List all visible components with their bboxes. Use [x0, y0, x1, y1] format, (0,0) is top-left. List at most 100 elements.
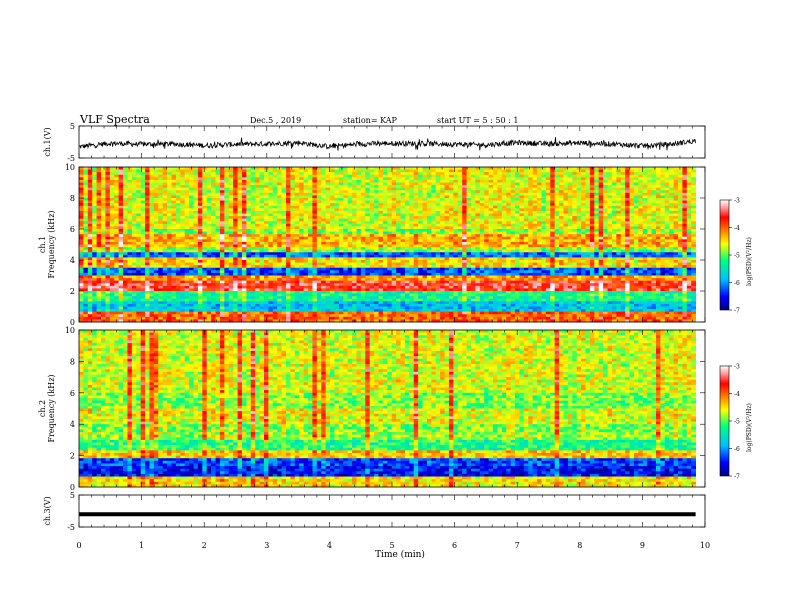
p-ch1spec-cell — [127, 182, 133, 186]
p-ch1spec-cell — [682, 226, 688, 230]
p-ch1spec-cell — [528, 218, 534, 222]
p-ch1spec-cell — [537, 208, 542, 212]
p-ch1spec-cell — [202, 252, 208, 256]
p-ch1spec-cell — [422, 247, 428, 251]
p-ch1spec-cell — [277, 254, 282, 258]
p-ch1spec-cell — [611, 218, 617, 222]
p-ch1spec-cell — [206, 247, 212, 251]
p-ch1spec-cell — [290, 254, 296, 258]
p-ch1spec-cell — [567, 223, 573, 227]
p-ch1spec-cell — [334, 239, 340, 243]
p-ch1spec-cell — [660, 226, 666, 230]
p-ch1spec-cell — [660, 244, 666, 248]
p-ch1spec-cell — [131, 198, 137, 201]
p-ch1spec-cell — [528, 177, 534, 181]
p-ch1spec-cell — [550, 172, 556, 176]
p-ch1spec-cell — [493, 221, 498, 225]
p-ch1spec-cell — [506, 172, 512, 176]
p-ch1spec-cell — [396, 254, 401, 258]
p-ch1spec-cell — [462, 244, 467, 248]
p-ch1spec-cell — [470, 231, 476, 235]
p-ch1spec-cell — [215, 254, 221, 258]
p-ch1spec-cell — [193, 190, 199, 194]
p-ch1spec-cell — [233, 177, 238, 181]
p-ch1spec-cell — [96, 249, 102, 253]
p-ch1spec-cell — [669, 231, 674, 235]
p-ch1spec-cell — [228, 241, 234, 245]
p-ch1spec-cell — [470, 252, 476, 256]
p-ch1spec-cell — [497, 213, 503, 217]
p-ch1spec-cell — [620, 252, 626, 256]
p-ch1spec-cell — [184, 254, 190, 258]
p-ch1spec-cell — [457, 185, 463, 189]
p-ch1spec-cell — [488, 187, 494, 191]
p-ch1spec-cell — [171, 234, 177, 238]
p-ch1spec-cell — [237, 177, 243, 181]
p-ch1spec-cell — [484, 172, 489, 176]
p-ch1spec-cell — [96, 239, 102, 243]
p-ch1spec-cell — [250, 179, 256, 183]
p-ch1spec-cell — [488, 205, 494, 209]
p-ch1spec-cell — [400, 226, 406, 230]
p-ch1spec-cell — [255, 198, 260, 201]
p-ch1spec-cell — [426, 172, 432, 176]
p-ch1spec-cell — [488, 241, 494, 245]
p-ch1spec-cell — [413, 218, 419, 222]
p-ch1spec-cell — [470, 244, 476, 248]
p-ch1spec-cell — [109, 226, 115, 230]
p-ch1spec-cell — [625, 216, 630, 220]
p-ch1spec-cell — [638, 247, 644, 251]
p-ch1spec-cell — [294, 236, 300, 240]
p-ch1spec-cell — [197, 254, 203, 258]
p-ch1spec-cell — [290, 236, 296, 240]
p-ch1spec-cell — [211, 249, 216, 253]
p-ch1spec-cell — [510, 179, 516, 183]
p-ch1spec-cell — [374, 177, 379, 181]
p-ch1spec-cell — [550, 167, 556, 170]
p-ch1spec-cell — [356, 169, 362, 173]
p-ch1spec-cell — [651, 179, 657, 183]
p-ch1spec-cell — [506, 182, 512, 186]
p-ch1spec-cell — [585, 216, 591, 220]
p-ch1spec-cell — [664, 229, 670, 232]
p-ch1spec-cell — [572, 216, 578, 220]
p-ch1spec-cell — [338, 213, 344, 217]
p-ch1spec-cell — [493, 236, 498, 240]
p-ch1spec-cell — [118, 208, 124, 212]
p-ch1spec-cell — [299, 182, 305, 186]
p-ch1spec-cell — [664, 249, 670, 253]
p-ch1spec-cell — [290, 177, 296, 181]
p-ch1spec-cell — [365, 169, 371, 173]
p-ch1spec-cell — [501, 203, 507, 207]
p-ch1spec-cell — [334, 174, 340, 178]
p-ch1spec-cell — [303, 169, 309, 173]
p-ch1spec-cell — [488, 247, 494, 251]
p-ch1spec-cell — [404, 167, 410, 170]
p-ch1spec-cell — [422, 177, 428, 181]
p-ch1spec-cell — [501, 218, 507, 222]
p-ch1spec-cell — [677, 226, 683, 230]
p-ch1spec-cell — [426, 179, 432, 183]
p-ch1spec-cell — [219, 177, 225, 181]
p-ch1spec-cell — [374, 200, 379, 204]
p-ch1spec-cell — [677, 190, 683, 194]
p-ch1spec-cell — [537, 174, 542, 178]
p-ch1spec-cell — [453, 218, 459, 222]
p-ch1spec-cell — [409, 177, 415, 181]
p-ch1spec-cell — [109, 200, 115, 204]
p-ch1spec-cell — [316, 226, 322, 230]
p-ch1spec-cell — [228, 231, 234, 235]
p-ch1spec-cell — [206, 244, 212, 248]
p-ch1spec-cell — [294, 200, 300, 204]
p-ch1spec-cell — [149, 205, 155, 209]
p-ch1spec-cell — [101, 226, 106, 230]
p-ch1spec-cell — [153, 203, 159, 207]
p-ch1spec-cell — [79, 187, 84, 191]
p-ch1spec-cell — [206, 226, 212, 230]
p-ch1spec-cell — [299, 208, 305, 212]
p-ch1spec-cell — [545, 203, 551, 207]
p-ch1spec-cell — [515, 174, 520, 178]
p-ch1spec-cell — [581, 200, 586, 204]
p-ch1spec-cell — [532, 249, 538, 253]
p-ch1spec-cell — [87, 174, 93, 178]
